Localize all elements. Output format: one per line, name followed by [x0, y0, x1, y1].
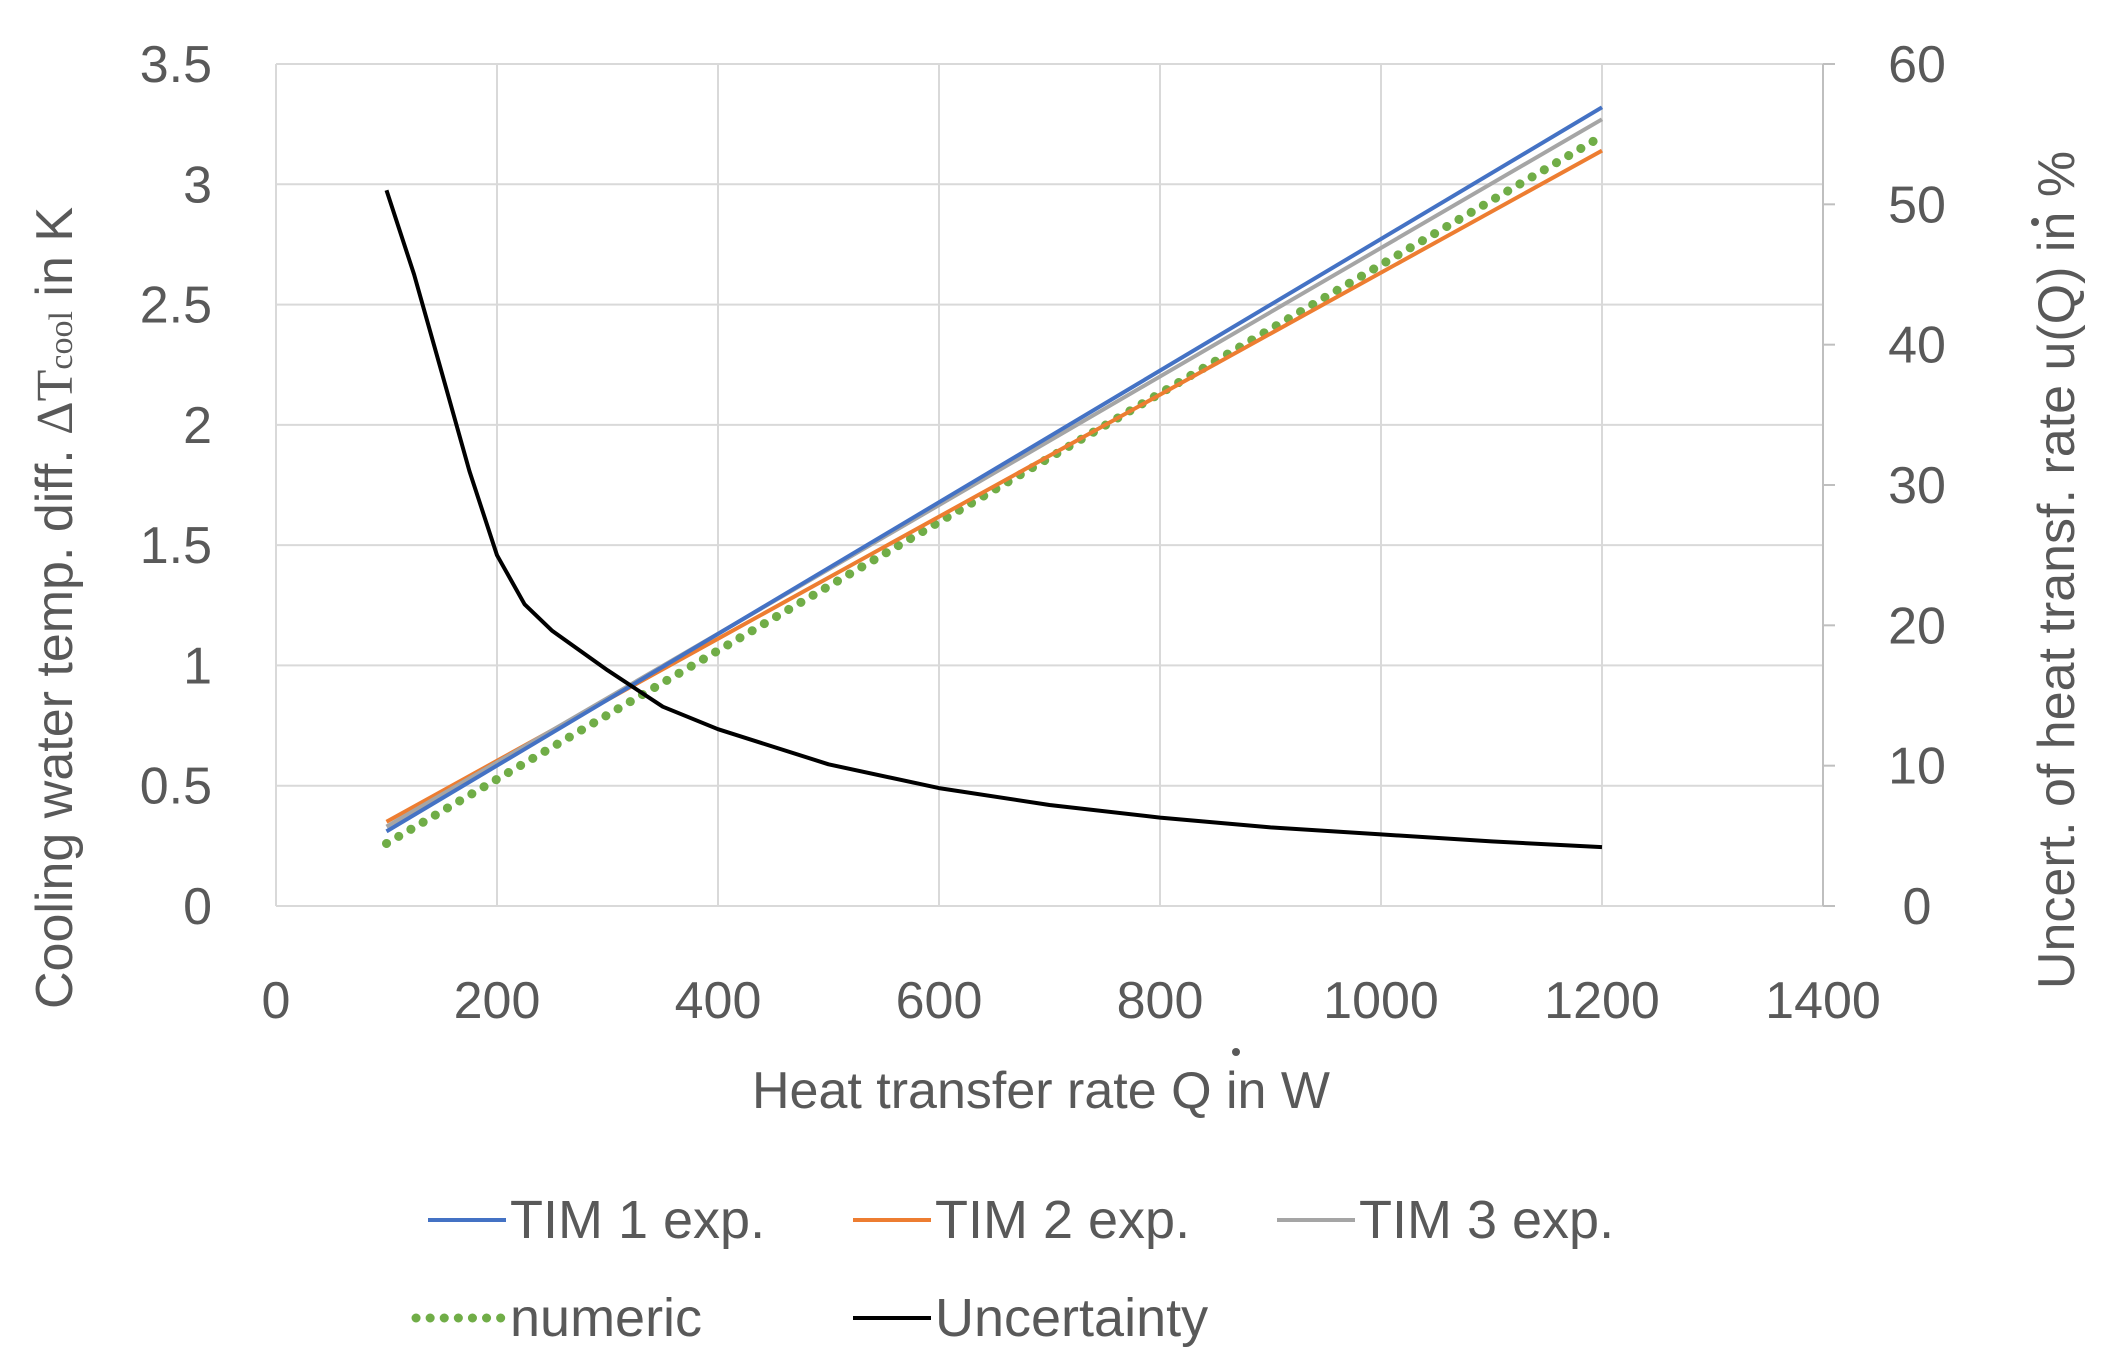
grid [276, 63, 1823, 906]
x-tick-label-5: 1000 [1323, 972, 1439, 1030]
series-line-tim-1-exp [385, 105, 1604, 834]
legend-item-uncertainty: Uncertainty [853, 1288, 1208, 1348]
x-tick-label-7: 1400 [1765, 972, 1881, 1030]
y-left-axis-title: Cooling water temp. diff. ΔTcool in K [26, 207, 84, 1009]
plot-frame [275, 63, 1835, 907]
legend: TIM 1 exp. TIM 2 exp. TIM 3 exp. numeric… [411, 1190, 1614, 1348]
q-dot-accent [1232, 1048, 1240, 1056]
legend-label-uncertainty: Uncertainty [935, 1288, 1208, 1348]
legend-item-tim3: TIM 3 exp. [1277, 1190, 1614, 1250]
x-axis-title: Heat transfer rate Q in W [752, 1062, 1330, 1120]
legend-item-tim1: TIM 1 exp. [428, 1190, 765, 1250]
x-tick-label-2: 400 [675, 972, 762, 1030]
legend-label-tim3: TIM 3 exp. [1359, 1190, 1614, 1250]
y-left-tick-label-6: 3 [183, 156, 212, 214]
x-tick-label-0: 0 [262, 972, 291, 1030]
y-right-tick-label-2: 20 [1888, 597, 1946, 655]
y-left-tick-label-4: 2 [183, 397, 212, 455]
series-layer [382, 105, 1607, 850]
legend-label-tim2: TIM 2 exp. [935, 1190, 1190, 1250]
x-tick-labels: 0 200 400 600 800 1000 1200 1400 [262, 972, 1881, 1030]
y-right-tick-label-1: 10 [1888, 738, 1946, 796]
x-tick-label-6: 1200 [1544, 972, 1660, 1030]
y-right-tick-label-0: 0 [1903, 878, 1932, 936]
y-left-tick-label-7: 3.5 [140, 36, 212, 94]
y-right-tick-label-5: 50 [1888, 176, 1946, 234]
legend-label-tim1: TIM 1 exp. [510, 1190, 765, 1250]
y-left-tick-label-0: 0 [183, 878, 212, 936]
y-left-tick-label-2: 1 [183, 637, 212, 695]
legend-item-tim2: TIM 2 exp. [853, 1190, 1190, 1250]
q-dot-accent-right [2031, 218, 2039, 226]
series-line-uncertainty [384, 189, 1603, 850]
x-tick-label-1: 200 [454, 972, 541, 1030]
y-right-tick-label-3: 30 [1888, 457, 1946, 515]
y-left-tick-label-5: 2.5 [140, 277, 212, 335]
x-tick-label-3: 600 [896, 972, 983, 1030]
legend-label-numeric: numeric [510, 1288, 702, 1348]
legend-item-numeric: numeric [411, 1288, 702, 1348]
y-right-axis-title: Uncert. of heat transf. rate u(Q) in % [2028, 151, 2086, 989]
y-left-tick-label-1: 0.5 [140, 758, 212, 816]
y-left-tick-label-3: 1.5 [140, 517, 212, 575]
q-dot-symbol: Q [1171, 1062, 1211, 1120]
y-right-tick-label-6: 60 [1888, 36, 1946, 94]
x-tick-label-4: 800 [1117, 972, 1204, 1030]
series-line-numeric [382, 131, 1607, 848]
y-right-tick-label-4: 40 [1888, 317, 1946, 375]
q-dot-symbol-right: Q [2028, 284, 2086, 324]
y-right-tick-labels: 0 10 20 30 40 50 60 [1888, 36, 1946, 936]
y-left-tick-labels: 0 0.5 1 1.5 2 2.5 3 3.5 [140, 36, 212, 936]
